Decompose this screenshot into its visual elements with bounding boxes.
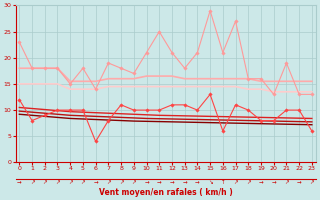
X-axis label: Vent moyen/en rafales ( km/h ): Vent moyen/en rafales ( km/h ) xyxy=(99,188,232,197)
